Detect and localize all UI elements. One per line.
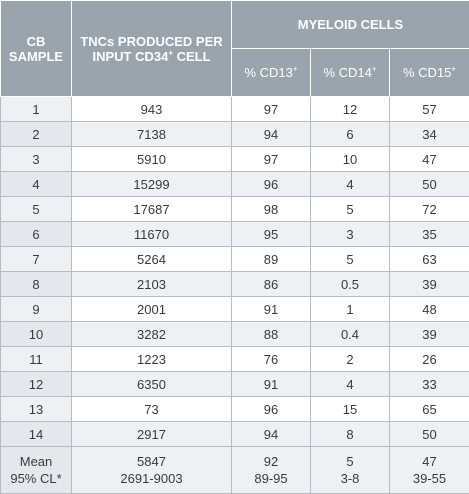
header-cd14: % CD14+ [311,49,390,97]
cell-cd14: 5 [311,247,390,272]
cell-cd13: 88 [232,322,311,347]
cell-cd15: 57 [390,97,469,122]
cell-cd14: 4 [311,172,390,197]
cell-sample: 7 [1,247,72,272]
cell-tnc: 5910 [72,147,232,172]
cell-tnc: 17687 [72,197,232,222]
cell-cd13: 96 [232,172,311,197]
cell-cd13: 96 [232,397,311,422]
header-cd13: % CD13+ [232,49,311,97]
cell-cd13: 97 [232,97,311,122]
cell-cd14: 4 [311,372,390,397]
cell-cd15: 39 [390,322,469,347]
cell-cd15: 65 [390,397,469,422]
cell-cd15: 72 [390,197,469,222]
cell-sample: 6 [1,222,72,247]
cell-cd15: 50 [390,422,469,447]
cell-cd15: 39 [390,272,469,297]
cell-tnc: 11670 [72,222,232,247]
cell-sample: 13 [1,397,72,422]
cell-cd14: 15 [311,397,390,422]
cell-cd13: 98 [232,197,311,222]
cell-cd13: 95 [232,222,311,247]
cell-cd15: 48 [390,297,469,322]
cell-sample: 10 [1,322,72,347]
cell-tnc: 1223 [72,347,232,372]
cell-sample: 3 [1,147,72,172]
cell-cd14: 2 [311,347,390,372]
cell-cd15: 47 [390,147,469,172]
cell-cd15: 34 [390,122,469,147]
cell-cd15: 63 [390,247,469,272]
cell-cd14: 3 [311,222,390,247]
cell-cd13: 97 [232,147,311,172]
cell-sample: 5 [1,197,72,222]
cell-cd14: 8 [311,422,390,447]
cell-cd14: 12 [311,97,390,122]
cell-tnc: 15299 [72,172,232,197]
cell-cd15: 33 [390,372,469,397]
cell-cd13: 94 [232,422,311,447]
cell-cd15: 35 [390,222,469,247]
header-myeloid-cells: MYELOID CELLS [232,1,469,49]
cell-cd14: 10 [311,147,390,172]
cell-tnc: 6350 [72,372,232,397]
cell-cd13: 94 [232,122,311,147]
cell-tnc: 943 [72,97,232,122]
cell-cd13: 86 [232,272,311,297]
cell-cd14: 0.4 [311,322,390,347]
cell-sample: 9 [1,297,72,322]
cell-tnc: 2001 [72,297,232,322]
cell-cd14: 5 [311,197,390,222]
cell-tnc: 7138 [72,122,232,147]
cell-cd13: 89 [232,247,311,272]
cell-sample: 1 [1,97,72,122]
cell-sample: 2 [1,122,72,147]
cell-cd14: 1 [311,297,390,322]
cell-cd14: 6 [311,122,390,147]
cell-sample: 12 [1,372,72,397]
cell-sample: 11 [1,347,72,372]
cell-sample: 8 [1,272,72,297]
cell-cd14: 0.5 [311,272,390,297]
cell-cd15: 26 [390,347,469,372]
cell-tnc: 2917 [72,422,232,447]
cell-sample: 4 [1,172,72,197]
cell-sample: 14 [1,422,72,447]
cell-cd15: 50 [390,172,469,197]
cell-cd13: 91 [232,297,311,322]
cell-tnc: 2103 [72,272,232,297]
cell-cd13: 91 [232,372,311,397]
cell-tnc: 73 [72,397,232,422]
cell-tnc: 3282 [72,322,232,347]
header-cd15: % CD15+ [390,49,469,97]
cell-tnc: 5264 [72,247,232,272]
cell-cd13: 76 [232,347,311,372]
